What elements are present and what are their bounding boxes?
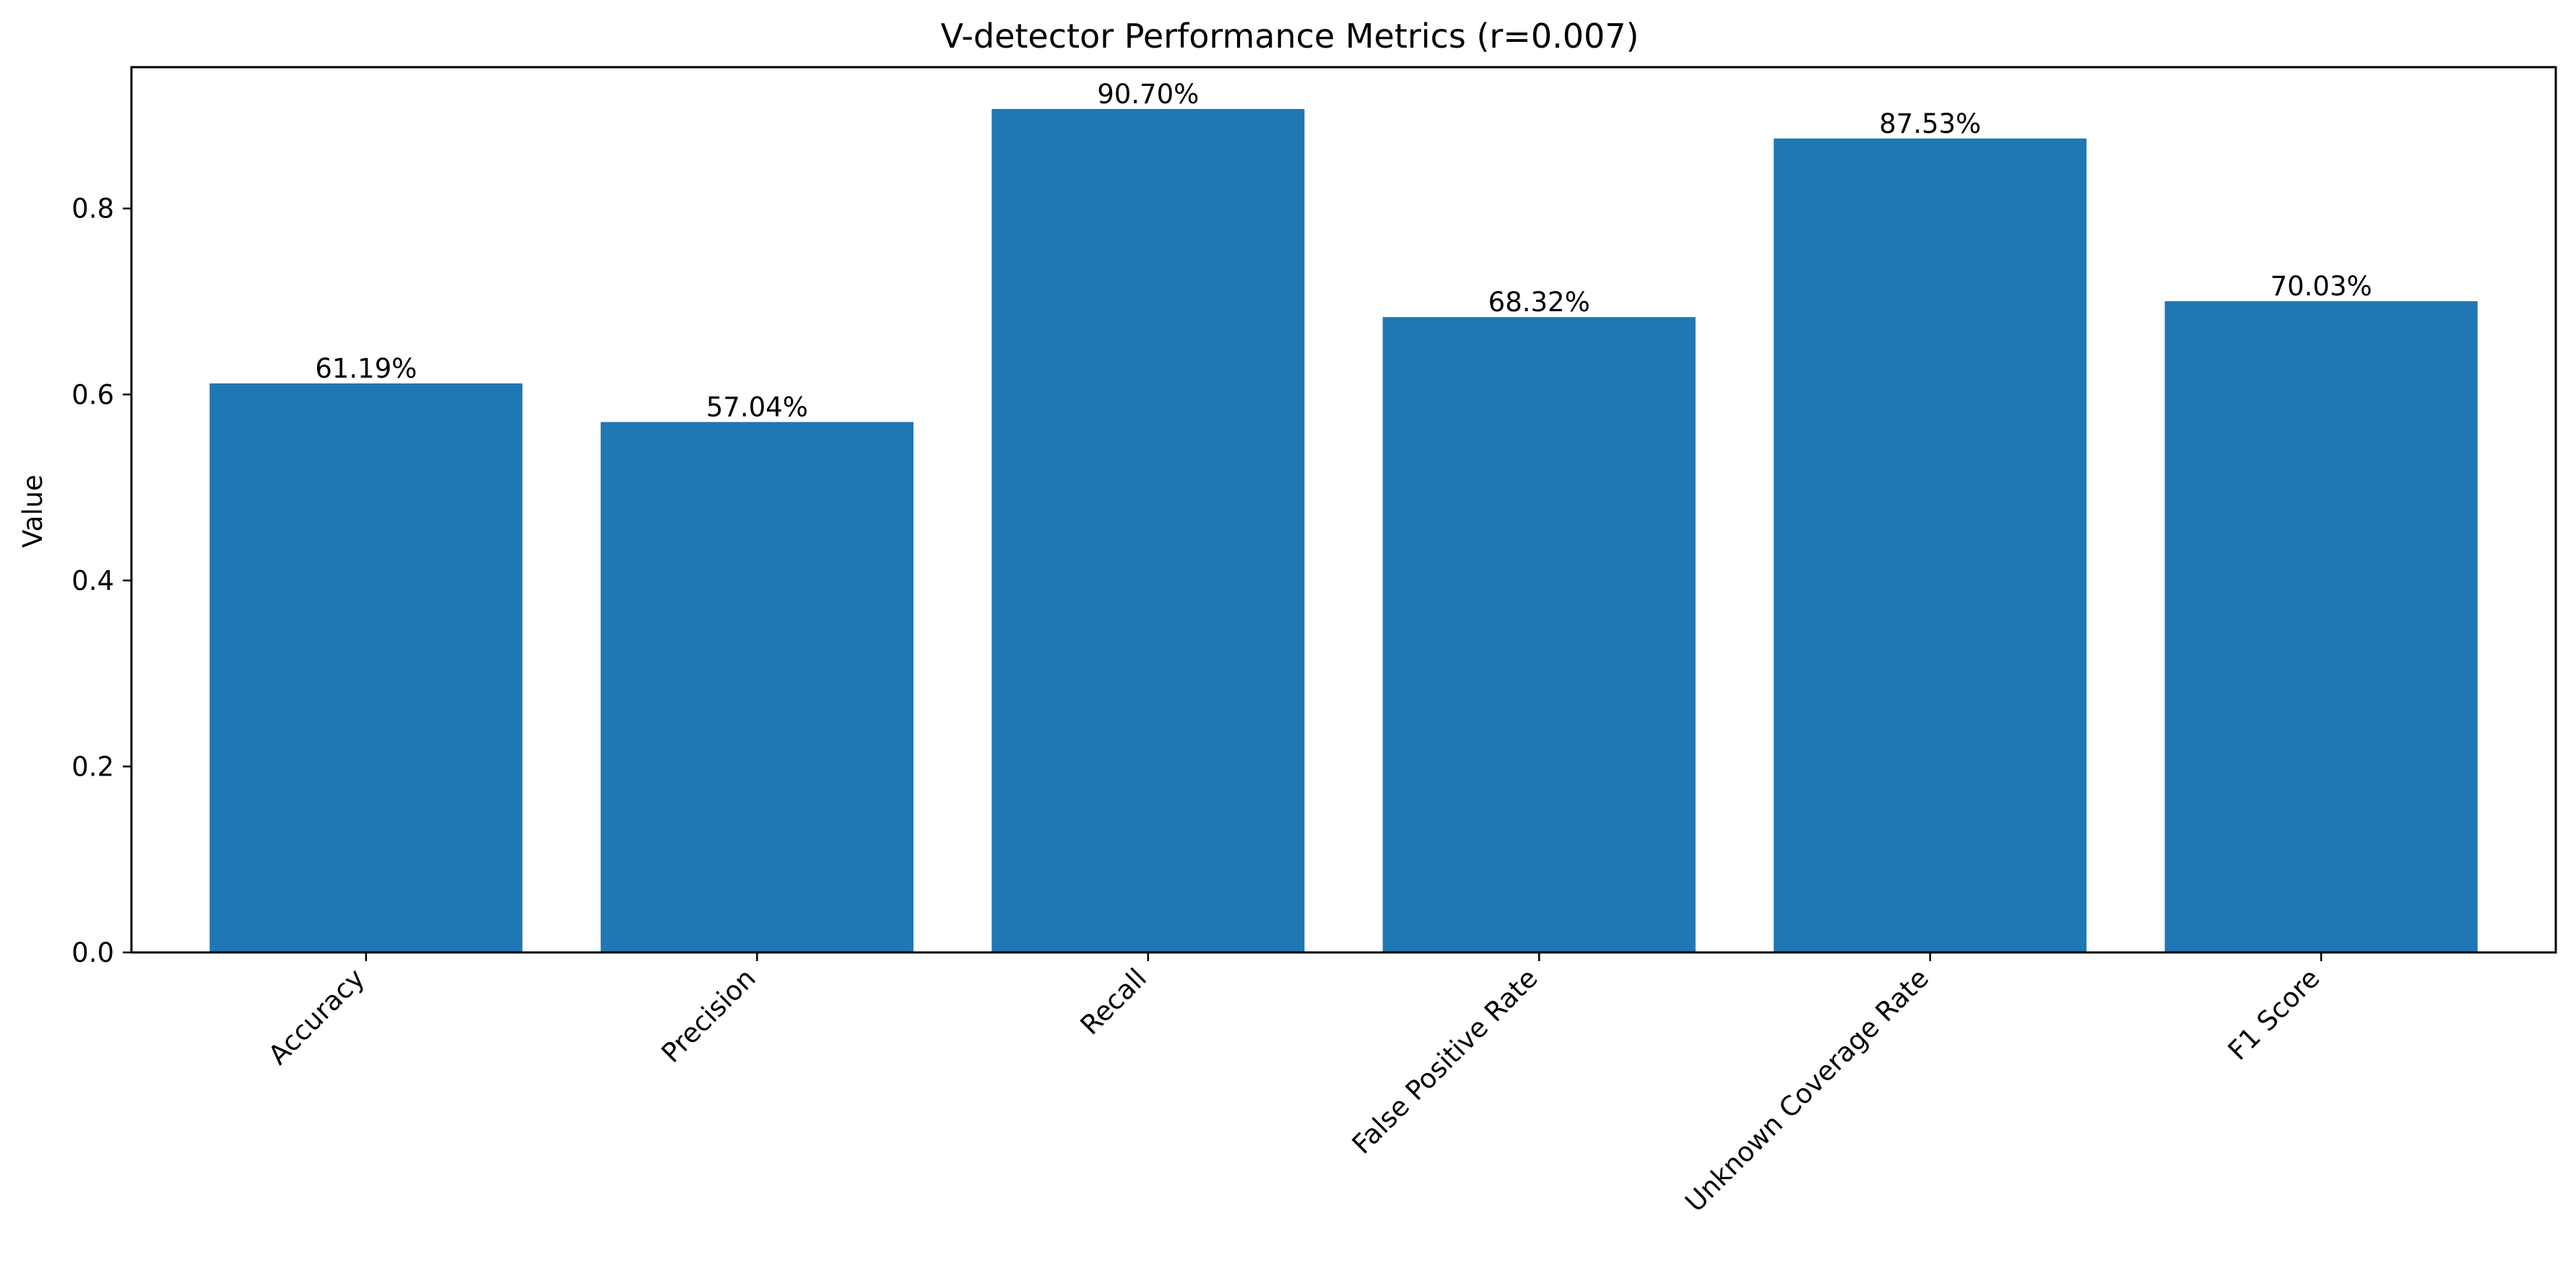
x-tick-label-2: Recall [1075, 963, 1153, 1041]
y-tick-label-4: 0.8 [71, 194, 114, 225]
y-axis-label: Value [17, 474, 48, 548]
x-axis: Accuracy Precision Recall False Positive Ra… [262, 952, 2325, 1218]
data-label-4: 87.53% [1879, 108, 1981, 139]
x-tick-label-3: False Positive Rate [1346, 963, 1544, 1160]
x-tick-label-1: Precision [656, 963, 762, 1069]
x-tick-label-5: F1 Score [2222, 963, 2326, 1067]
chart-title: V-detector Performance Metrics (r=0.007) [941, 17, 1639, 56]
y-tick-label-3: 0.6 [71, 379, 114, 410]
bar-1 [600, 422, 914, 952]
x-tick-label-4: Unknown Coverage Rate [1679, 963, 1935, 1218]
data-label-5: 70.03% [2271, 271, 2372, 302]
data-label-1: 57.04% [706, 391, 808, 422]
data-label-3: 68.32% [1488, 287, 1590, 318]
bar-3 [1382, 317, 1696, 953]
bar-2 [992, 108, 1305, 953]
y-tick-label-2: 0.4 [71, 565, 114, 596]
y-axis: 0.0 0.2 0.4 0.6 0.8 [71, 194, 131, 968]
data-label-2: 90.70% [1097, 79, 1199, 110]
bar-4 [1774, 138, 2087, 953]
bars-layer [209, 108, 2478, 953]
bar-0 [209, 383, 523, 952]
y-tick-label-0: 0.0 [71, 937, 114, 968]
data-label-0: 61.19% [315, 353, 417, 384]
y-tick-label-1: 0.2 [71, 751, 114, 782]
x-tick-label-0: Accuracy [262, 963, 370, 1071]
bar-5 [2164, 301, 2478, 952]
plot-frame [130, 66, 2557, 954]
data-labels-layer: 61.19% 57.04% 90.70% 68.32% 87.53% 70.03% [315, 79, 2372, 422]
